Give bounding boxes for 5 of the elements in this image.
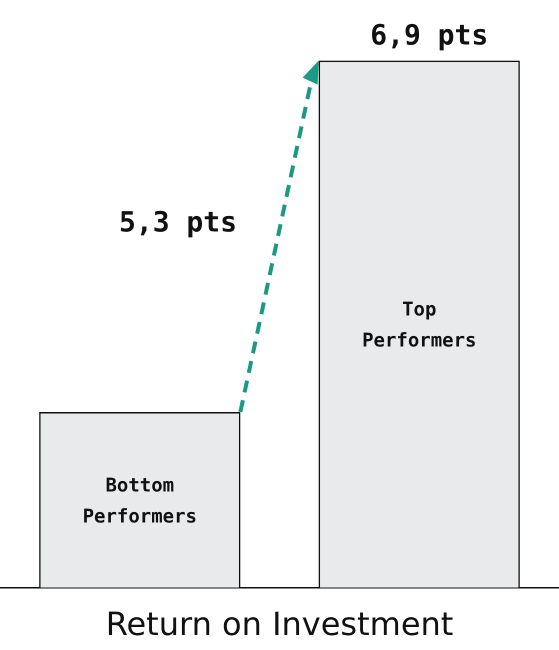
data-label: 6,9 pts [370,18,488,52]
x-axis-title: Return on Investment [106,605,454,644]
x-tick-label: Bottom Performers [82,474,197,528]
annotation: 5,3 pts [118,205,238,238]
x-tick-label: Top Performers [362,298,476,352]
